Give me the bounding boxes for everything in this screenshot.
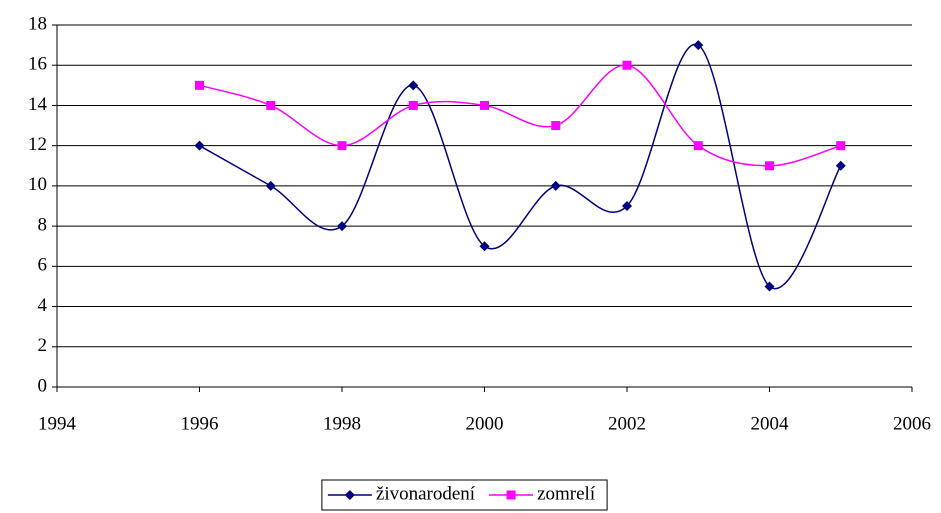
x-tick-label: 1996 <box>181 413 219 434</box>
legend-marker <box>344 490 355 500</box>
legend-label: zomrelí <box>537 483 596 504</box>
marker <box>551 121 561 131</box>
marker <box>836 141 846 151</box>
marker <box>195 80 204 90</box>
y-tick-label: 14 <box>28 94 48 115</box>
marker <box>765 161 774 171</box>
y-tick-label: 18 <box>28 13 47 34</box>
x-tick-label: 2000 <box>466 413 504 434</box>
marker <box>265 180 276 191</box>
marker <box>337 221 347 232</box>
marker <box>764 281 775 292</box>
series-line <box>199 43 842 290</box>
y-tick-label: 0 <box>38 375 48 396</box>
y-tick-label: 12 <box>28 134 47 155</box>
marker <box>480 100 489 110</box>
marker <box>622 201 632 211</box>
marker <box>408 80 419 91</box>
series-line <box>199 64 841 167</box>
legend-label: živonarodení <box>376 483 476 504</box>
x-tick-label: 2006 <box>893 413 931 434</box>
marker <box>550 180 561 191</box>
x-tick-label: 1994 <box>38 413 77 434</box>
marker <box>479 241 490 252</box>
marker <box>693 141 703 151</box>
marker <box>266 100 276 110</box>
y-tick-label: 10 <box>28 174 47 195</box>
marker <box>622 60 632 70</box>
y-tick-label: 16 <box>28 54 47 75</box>
y-tick-label: 6 <box>38 255 48 276</box>
y-tick-label: 8 <box>38 214 48 235</box>
marker <box>194 140 205 151</box>
y-tick-label: 4 <box>38 295 48 316</box>
marker <box>408 100 418 110</box>
x-tick-label: 2004 <box>751 413 790 434</box>
x-tick-label: 2002 <box>608 413 646 434</box>
marker <box>835 160 846 171</box>
marker <box>337 141 347 151</box>
marker <box>693 40 704 51</box>
legend-marker <box>506 490 516 500</box>
x-tick-label: 1998 <box>323 413 361 434</box>
y-tick-label: 2 <box>38 335 48 356</box>
